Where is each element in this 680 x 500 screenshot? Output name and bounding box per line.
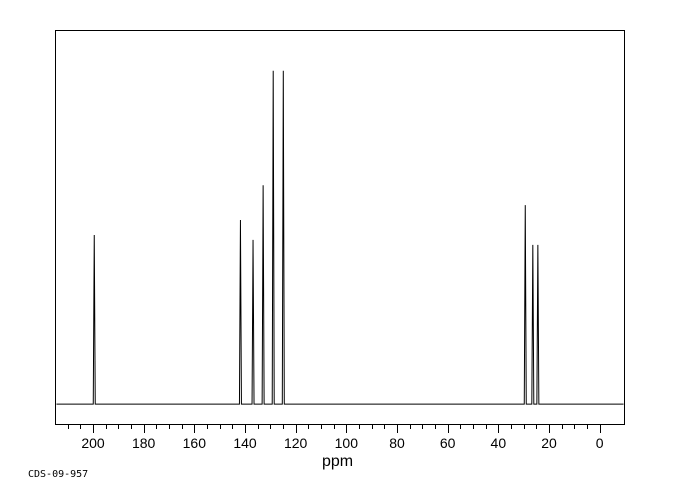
x-tick-minor <box>118 425 119 429</box>
x-tick-major <box>397 425 398 433</box>
x-tick-minor <box>270 425 271 429</box>
x-tick-label: 20 <box>541 435 557 451</box>
plot-area <box>55 30 625 425</box>
x-tick-minor <box>169 425 170 429</box>
x-tick-minor <box>156 425 157 429</box>
x-tick-major <box>448 425 449 433</box>
x-tick-major <box>346 425 347 433</box>
x-tick-major <box>549 425 550 433</box>
x-tick-minor <box>182 425 183 429</box>
x-tick-minor <box>359 425 360 429</box>
x-tick-minor <box>207 425 208 429</box>
x-tick-minor <box>486 425 487 429</box>
x-tick-major <box>144 425 145 433</box>
x-tick-minor <box>460 425 461 429</box>
x-tick-minor <box>473 425 474 429</box>
x-tick-minor <box>283 425 284 429</box>
x-tick-label: 0 <box>596 435 604 451</box>
spectrum-trace <box>56 71 623 404</box>
footer-label: CDS-09-957 <box>28 469 88 480</box>
x-tick-minor <box>410 425 411 429</box>
x-tick-minor <box>587 425 588 429</box>
x-tick-minor <box>372 425 373 429</box>
x-tick-label: 180 <box>132 435 155 451</box>
x-tick-minor <box>511 425 512 429</box>
x-tick-minor <box>68 425 69 429</box>
x-tick-label: 40 <box>491 435 507 451</box>
x-tick-minor <box>131 425 132 429</box>
x-tick-major <box>498 425 499 433</box>
x-tick-label: 120 <box>284 435 307 451</box>
x-tick-minor <box>321 425 322 429</box>
x-tick-major <box>245 425 246 433</box>
x-tick-minor <box>524 425 525 429</box>
x-tick-minor <box>232 425 233 429</box>
x-tick-minor <box>80 425 81 429</box>
x-tick-major <box>600 425 601 433</box>
x-tick-major <box>194 425 195 433</box>
x-tick-minor <box>106 425 107 429</box>
x-tick-minor <box>435 425 436 429</box>
x-tick-major <box>296 425 297 433</box>
x-tick-minor <box>334 425 335 429</box>
spectrum-svg <box>56 31 624 424</box>
x-tick-label: 140 <box>233 435 256 451</box>
x-tick-minor <box>384 425 385 429</box>
x-tick-minor <box>422 425 423 429</box>
x-tick-minor <box>574 425 575 429</box>
x-tick-minor <box>562 425 563 429</box>
x-tick-minor <box>536 425 537 429</box>
x-tick-minor <box>308 425 309 429</box>
x-tick-label: 80 <box>389 435 405 451</box>
x-tick-label: 160 <box>183 435 206 451</box>
x-tick-label: 100 <box>335 435 358 451</box>
x-axis-label: ppm <box>322 453 353 471</box>
x-tick-label: 200 <box>81 435 104 451</box>
x-tick-minor <box>220 425 221 429</box>
x-tick-label: 60 <box>440 435 456 451</box>
x-tick-minor <box>258 425 259 429</box>
x-tick-major <box>93 425 94 433</box>
